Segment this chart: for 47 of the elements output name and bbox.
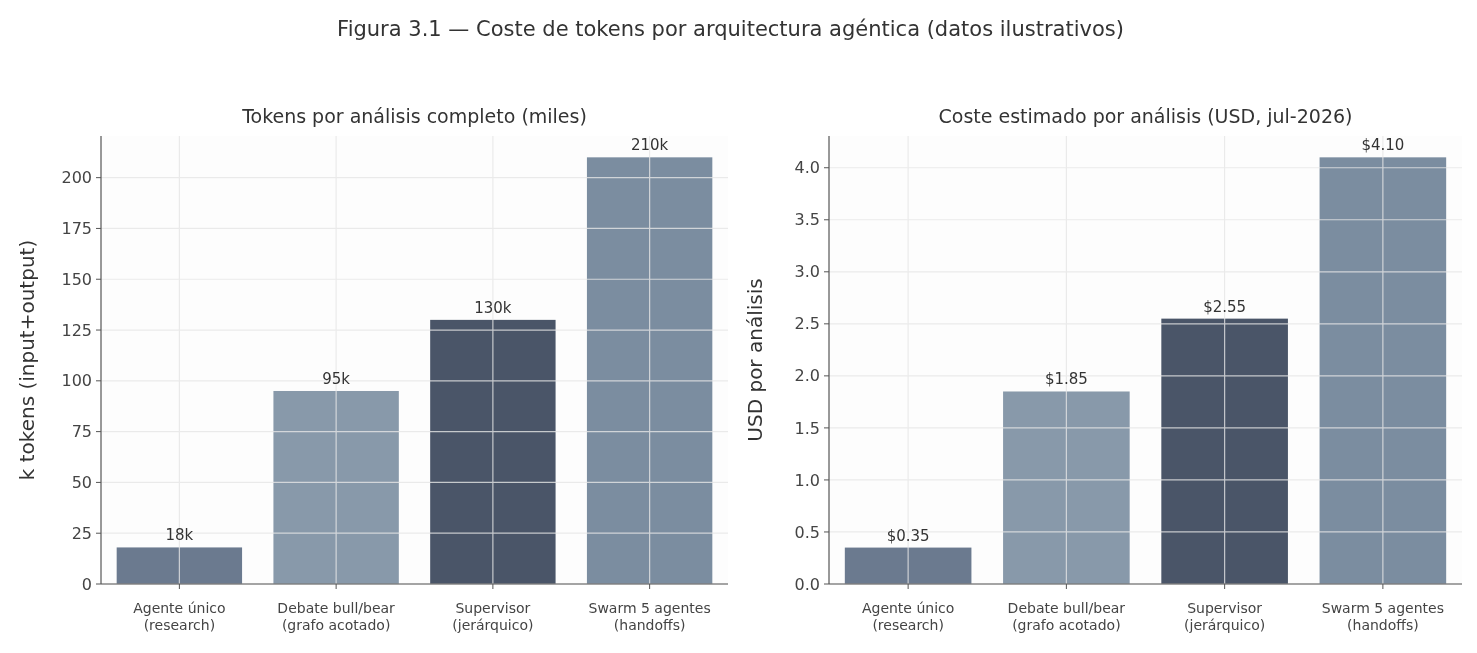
x-tick-label: Debate bull/bear (grafo acotado) bbox=[1007, 600, 1126, 633]
y-tick-label: 150 bbox=[61, 269, 92, 289]
y-tick-label: 4.0 bbox=[794, 158, 820, 178]
y-tick-label: 0.0 bbox=[794, 574, 820, 594]
y-tick-label: 200 bbox=[61, 168, 92, 188]
y-tick-label: 3.0 bbox=[794, 262, 820, 282]
bar bbox=[844, 547, 972, 584]
bar bbox=[1319, 157, 1447, 584]
y-tick-label: 100 bbox=[61, 371, 92, 391]
y-tick-label: 2.0 bbox=[794, 366, 820, 386]
y-axis-title: k tokens (input+output) bbox=[15, 239, 39, 481]
x-tick-label: Agente único (research) bbox=[861, 600, 955, 633]
bar bbox=[1161, 318, 1288, 584]
data-label: 18k bbox=[165, 526, 194, 545]
x-tick-label: Agente único (research) bbox=[133, 600, 226, 633]
y-tick-label: 25 bbox=[71, 523, 92, 543]
bar bbox=[116, 547, 243, 584]
y-tick-label: 50 bbox=[71, 473, 92, 493]
data-label: $0.35 bbox=[886, 526, 930, 545]
y-tick-label: 1.5 bbox=[794, 418, 820, 438]
y-tick-label: 2.5 bbox=[794, 314, 820, 334]
text: Figura 3.1 — Coste de tokens por arquitectura agéntica (datos ilustrativos) bbox=[337, 17, 1124, 41]
chart-title: Coste estimado por análisis (USD, jul-2026) bbox=[938, 105, 1353, 127]
bar bbox=[273, 390, 399, 584]
y-tick-label: 75 bbox=[71, 422, 92, 442]
x-tick-label: Debate bull/bear (grafo acotado) bbox=[277, 600, 396, 633]
data-label: 210k bbox=[630, 136, 669, 155]
y-tick-label: 0 bbox=[81, 574, 92, 594]
chart-title: Tokens por análisis completo (miles) bbox=[241, 105, 587, 127]
y-tick-label: 175 bbox=[61, 219, 92, 239]
y-tick-label: 1.0 bbox=[794, 470, 820, 490]
x-tick-label: Supervisor (jerárquico) bbox=[1184, 600, 1266, 633]
data-label: 95k bbox=[322, 369, 351, 388]
x-tick-label: Swarm 5 agentes (handoffs) bbox=[1321, 600, 1444, 633]
data-label: $4.10 bbox=[1361, 136, 1405, 155]
bar bbox=[1003, 391, 1130, 584]
x-tick-label: Supervisor (jerárquico) bbox=[452, 600, 534, 633]
y-axis-title: USD por análisis bbox=[743, 278, 767, 442]
data-label: $1.85 bbox=[1044, 370, 1088, 389]
y-tick-label: 125 bbox=[61, 320, 92, 340]
x-tick-label: Swarm 5 agentes (handoffs) bbox=[588, 600, 711, 633]
y-tick-label: 3.5 bbox=[794, 210, 820, 230]
bar bbox=[430, 319, 556, 584]
data-label: 130k bbox=[474, 298, 512, 317]
data-label: $2.55 bbox=[1203, 297, 1247, 316]
y-tick-label: 0.5 bbox=[794, 522, 820, 542]
bar bbox=[586, 157, 713, 584]
